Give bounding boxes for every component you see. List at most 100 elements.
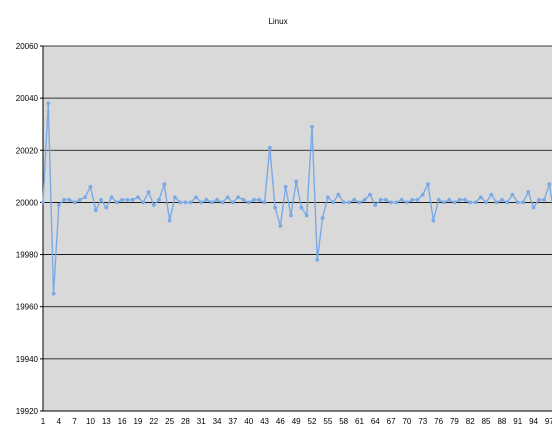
data-point <box>341 200 346 205</box>
y-tick-label: 20000 <box>16 198 39 207</box>
x-tick-label: 91 <box>513 417 522 426</box>
data-point <box>536 197 541 202</box>
chart-title: Linux <box>268 17 287 26</box>
data-point <box>236 195 241 200</box>
x-tick-label: 1 <box>41 417 46 426</box>
data-point <box>273 205 277 210</box>
data-point <box>278 223 283 228</box>
data-point <box>331 200 336 205</box>
x-tick-label: 52 <box>308 417 317 426</box>
data-point <box>531 205 536 210</box>
data-point <box>383 197 388 202</box>
data-point <box>310 124 314 129</box>
data-point <box>167 218 172 223</box>
x-tick-label: 25 <box>165 417 174 426</box>
data-point <box>230 200 235 205</box>
data-point <box>67 197 72 202</box>
data-point <box>120 197 125 202</box>
y-tick-label: 20020 <box>16 146 39 155</box>
data-point <box>178 200 183 205</box>
y-tick-label: 19960 <box>16 303 39 312</box>
x-tick-label: 79 <box>450 417 459 426</box>
x-tick-label: 43 <box>260 417 269 426</box>
data-point <box>141 200 146 205</box>
data-point <box>510 192 515 197</box>
data-point <box>515 200 520 205</box>
data-point <box>352 197 357 202</box>
data-point <box>547 182 552 187</box>
data-point <box>83 195 88 200</box>
data-point <box>431 218 436 223</box>
data-point <box>262 200 267 205</box>
data-point <box>72 200 77 205</box>
data-point <box>399 197 404 202</box>
x-tick-label: 70 <box>402 417 411 426</box>
data-point <box>146 190 151 194</box>
data-point <box>109 195 114 200</box>
data-point <box>405 200 409 205</box>
data-point <box>246 200 251 205</box>
data-point <box>199 200 204 205</box>
data-point <box>204 197 209 202</box>
data-point <box>378 197 383 202</box>
y-tick-label: 20060 <box>16 42 39 51</box>
data-point <box>289 213 293 218</box>
x-tick-label: 49 <box>292 417 301 426</box>
x-tick-label: 4 <box>57 417 62 426</box>
x-tick-label: 61 <box>355 417 364 426</box>
y-tick-label: 19980 <box>16 251 39 260</box>
data-point <box>46 101 51 106</box>
data-point <box>41 200 45 205</box>
data-point <box>505 200 510 205</box>
data-point <box>56 203 61 207</box>
data-point <box>357 200 362 205</box>
x-tick-label: 37 <box>228 417 237 426</box>
data-point <box>283 184 288 189</box>
series-layer <box>41 101 552 296</box>
y-tick-label: 20040 <box>16 94 39 103</box>
data-point <box>526 190 531 194</box>
x-tick-label: 13 <box>102 417 111 426</box>
x-tick-label: 97 <box>545 417 552 426</box>
data-point <box>299 205 304 210</box>
data-point <box>51 291 56 296</box>
data-point <box>267 145 272 150</box>
x-tick-label: 55 <box>323 417 332 426</box>
x-tick-label: 28 <box>181 417 190 426</box>
data-point <box>78 197 82 202</box>
data-point <box>394 200 399 205</box>
data-point <box>494 200 499 205</box>
x-tick-label: 88 <box>497 417 506 426</box>
data-point <box>436 197 441 202</box>
x-tick-label: 64 <box>371 417 380 426</box>
data-point <box>162 182 167 187</box>
data-point <box>542 197 546 202</box>
data-point <box>130 197 135 202</box>
data-point <box>125 197 130 202</box>
x-tick-label: 85 <box>482 417 491 426</box>
data-point <box>447 197 452 202</box>
data-point <box>157 197 161 202</box>
x-tick-label: 73 <box>418 417 427 426</box>
data-point <box>325 195 330 200</box>
data-point <box>304 213 309 218</box>
data-point <box>99 197 103 202</box>
data-point <box>347 200 351 205</box>
data-point <box>209 200 214 205</box>
data-point <box>104 205 109 210</box>
data-point <box>410 197 415 202</box>
data-point <box>426 182 430 187</box>
data-point <box>499 197 504 202</box>
data-point <box>489 192 494 197</box>
data-point <box>362 197 367 202</box>
x-tick-label: 58 <box>339 417 348 426</box>
x-tick-label: 16 <box>118 417 127 426</box>
data-point <box>257 197 262 202</box>
data-point <box>521 200 525 205</box>
x-tick-label: 82 <box>466 417 475 426</box>
data-point <box>62 197 66 202</box>
data-point <box>136 195 140 200</box>
x-tick-label: 40 <box>244 417 253 426</box>
x-tick-label: 19 <box>133 417 142 426</box>
